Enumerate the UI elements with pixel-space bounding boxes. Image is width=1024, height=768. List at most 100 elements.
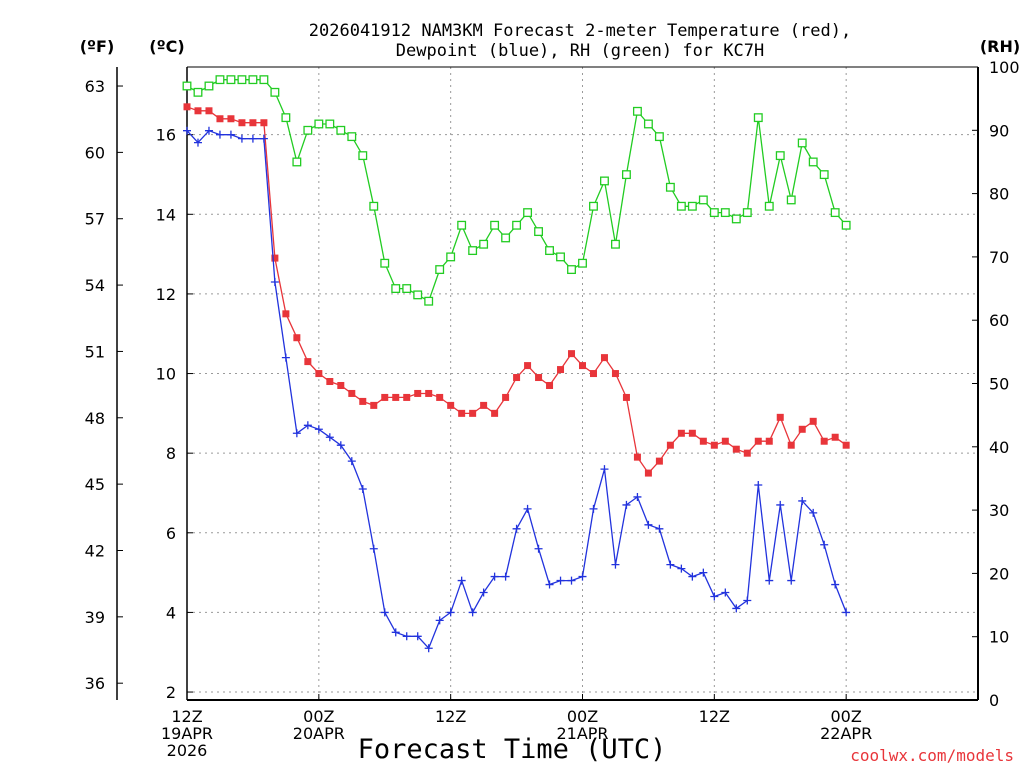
celsius-tick-label: 8 (166, 444, 176, 463)
rh-point (248, 75, 258, 85)
dewpoint-point (556, 576, 565, 585)
rh-point (446, 252, 456, 262)
2-meter-temperature-line (186, 106, 847, 475)
rh-tick-label: 0 (989, 691, 999, 710)
rh-point (336, 125, 346, 135)
2-meter-temperature-point (787, 441, 795, 449)
2-meter-temperature-point (710, 441, 718, 449)
rh-tick-label: 40 (989, 438, 1009, 457)
axes (116, 66, 979, 701)
2-meter-temperature-point (249, 119, 257, 127)
2-meter-temperature-point (600, 354, 608, 362)
dewpoint-point (578, 572, 587, 581)
2-meter-temperature-point (611, 370, 619, 378)
2-meter-temperature-point (271, 254, 279, 262)
2-meter-temperature-point (754, 437, 762, 445)
dewpoint-point (545, 580, 554, 589)
dewpoint-point (567, 576, 576, 585)
2-meter-temperature-point (469, 409, 477, 417)
rh-point (281, 113, 291, 123)
rh-point (665, 182, 675, 192)
2-meter-temperature-point (524, 362, 532, 370)
celsius-tick-label: 6 (166, 524, 176, 543)
fahrenheit-tick-label: 63 (85, 77, 105, 96)
rh-point (742, 208, 752, 218)
rh-point (490, 220, 500, 230)
x-tick-label: 12Z (435, 707, 466, 726)
2-meter-temperature-point (403, 393, 411, 401)
dewpoint-point (281, 353, 290, 362)
dewpoint-point (446, 608, 455, 617)
dewpoint-point (633, 492, 642, 501)
rh-point (600, 176, 609, 186)
fahrenheit-tick-label: 42 (85, 541, 105, 560)
dewpoint-point (457, 576, 466, 585)
credit-link[interactable]: coolwx.com/models (850, 746, 1014, 765)
2-meter-temperature-point (447, 401, 455, 409)
2-meter-temperature-point (436, 393, 444, 401)
dewpoint-point (842, 608, 851, 617)
rh-point (808, 157, 818, 167)
x-tick-label: 21APR (556, 724, 608, 743)
grid-lines (187, 67, 978, 700)
rh-point (413, 290, 423, 300)
rh-point (621, 170, 631, 180)
rh-point (764, 201, 774, 211)
rh-point (830, 208, 840, 218)
2-meter-temperature-point (568, 350, 576, 358)
x-tick-label: 12Z (699, 707, 730, 726)
fahrenheit-tick-label: 54 (85, 276, 105, 295)
dewpoint-point (655, 524, 664, 533)
rh-point (819, 170, 829, 180)
fahrenheit-tick-label: 48 (85, 409, 105, 428)
rh-point (435, 265, 445, 275)
x-tick-label: 20APR (293, 724, 345, 743)
dewpoint-point (622, 500, 631, 509)
2-meter-temperature-point (491, 409, 499, 417)
2-meter-temperature-point (743, 449, 751, 457)
rh-tick-label: 30 (989, 501, 1009, 520)
rh-tick-label: 60 (989, 311, 1009, 330)
rh-point (270, 87, 280, 97)
rh-line (186, 79, 847, 303)
dewpoint-point (248, 134, 257, 143)
2-meter-temperature-point (381, 393, 389, 401)
2-meter-temperature-point (337, 381, 345, 389)
dewpoint-point (666, 560, 675, 569)
dewpoint-point (270, 277, 279, 286)
fahrenheit-tick-label: 51 (85, 342, 105, 361)
dewpoint-point (798, 496, 807, 505)
dewpoint-point (611, 560, 620, 569)
dewpoint-point (435, 616, 444, 625)
rh-tick-label: 20 (989, 564, 1009, 583)
x-tick-label: 22APR (820, 724, 872, 743)
2-meter-temperature-point (776, 413, 784, 421)
x-tick-label: 19APR (161, 724, 213, 743)
rh-point (797, 138, 807, 148)
2-meter-temperature-point (557, 366, 565, 374)
dewpoint-point (292, 429, 301, 438)
rh-tick-label: 90 (989, 121, 1009, 140)
dewpoint-point (336, 441, 345, 450)
rh-point (786, 195, 796, 205)
tick-labels: 36 39 42 45 48 51 54 57 60 63 2 4 6 8 10 12 14 16 0 10 20 30 4… (85, 58, 1020, 760)
rh-unit-label: (RH) (980, 37, 1020, 56)
dewpoint-point (314, 425, 323, 434)
rh-point (534, 227, 544, 237)
rh-point (204, 81, 214, 91)
2-meter-temperature-point (699, 437, 707, 445)
2-meter-temperature-point (359, 397, 367, 405)
dewpoint-point (787, 576, 796, 585)
2-meter-temperature-point (644, 469, 652, 477)
rh-tick-label: 70 (989, 248, 1009, 267)
2-meter-temperature-point (458, 409, 466, 417)
rh-tick-label: 80 (989, 185, 1009, 204)
dewpoint-point (589, 504, 598, 513)
dewpoint-point (490, 572, 499, 581)
2-meter-temperature-point (831, 433, 839, 441)
fahrenheit-tick-label: 39 (85, 608, 105, 627)
x-tick-label: 00Z (567, 707, 598, 726)
fahrenheit-tick-label: 60 (85, 143, 105, 162)
dewpoint-point (259, 134, 268, 143)
dewpoint-point (754, 481, 763, 490)
